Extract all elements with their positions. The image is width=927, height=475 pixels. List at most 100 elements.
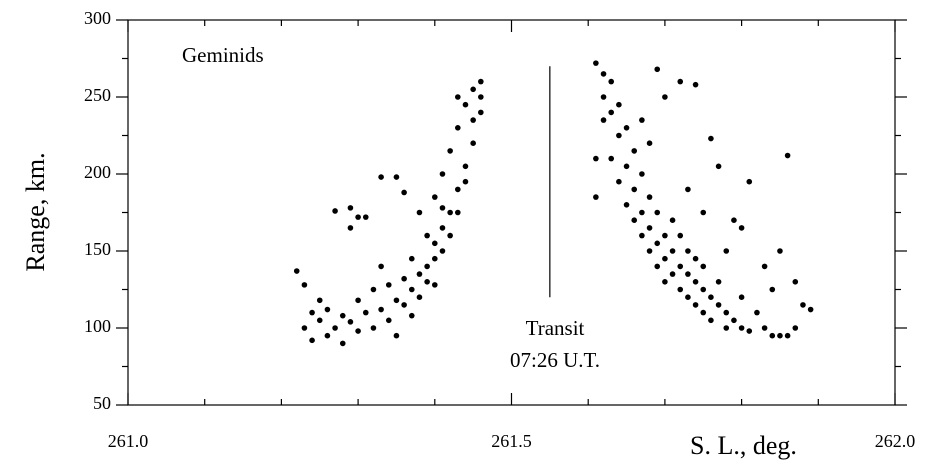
point [677, 263, 684, 270]
point [631, 217, 638, 223]
y-tick-label: 100 [84, 316, 111, 336]
point [677, 78, 684, 85]
point [646, 140, 653, 146]
point [439, 225, 446, 231]
point [362, 309, 369, 316]
point [478, 109, 484, 116]
point [309, 309, 315, 316]
point [692, 279, 699, 285]
point [715, 163, 722, 170]
point [685, 271, 691, 277]
point [478, 78, 484, 85]
point [746, 178, 753, 185]
point [324, 332, 331, 339]
point [301, 325, 308, 331]
point [385, 317, 392, 324]
point [731, 317, 737, 324]
annotation: Transit [526, 316, 585, 340]
point [769, 286, 776, 293]
point [646, 248, 653, 254]
point [646, 225, 653, 231]
series-label: Geminids [182, 43, 264, 67]
point [600, 117, 607, 123]
point [439, 205, 446, 211]
point [692, 81, 699, 88]
point [662, 232, 668, 239]
point [792, 279, 799, 285]
point [639, 232, 645, 239]
point [347, 225, 354, 231]
point [301, 282, 308, 288]
point [738, 225, 745, 231]
point [593, 60, 599, 66]
point [715, 279, 722, 285]
point [669, 217, 676, 223]
point [639, 171, 645, 177]
point [708, 317, 714, 324]
point [677, 232, 684, 239]
point [393, 174, 400, 180]
point [370, 286, 377, 293]
point [608, 78, 615, 85]
point [662, 279, 668, 285]
point [600, 94, 607, 100]
point [677, 286, 684, 293]
point [332, 325, 338, 331]
point [439, 248, 446, 254]
point [424, 263, 430, 270]
point [715, 302, 722, 308]
point [432, 282, 438, 288]
point [600, 71, 607, 77]
point [593, 155, 599, 162]
point [623, 163, 630, 170]
point [784, 332, 791, 339]
point [439, 171, 446, 177]
point [639, 117, 645, 123]
point [462, 163, 469, 170]
point [455, 125, 461, 131]
point [685, 294, 691, 301]
point [362, 214, 369, 220]
point [447, 209, 453, 216]
point [608, 155, 615, 162]
point [378, 263, 384, 270]
point [754, 309, 760, 316]
point [293, 268, 300, 274]
point [807, 306, 814, 313]
point [401, 189, 407, 196]
point [616, 132, 622, 139]
point [769, 332, 776, 339]
point [708, 294, 714, 301]
point [738, 325, 745, 331]
point [432, 240, 438, 247]
point [455, 94, 461, 100]
point [347, 205, 354, 211]
point [800, 302, 806, 308]
y-tick-label: 150 [84, 239, 111, 259]
point [631, 186, 638, 193]
point [424, 279, 430, 285]
point [738, 294, 745, 301]
point [746, 328, 753, 334]
point [470, 86, 476, 93]
point [692, 302, 699, 308]
point [316, 297, 323, 304]
point [723, 309, 730, 316]
point [700, 286, 707, 293]
point [378, 306, 384, 313]
point [355, 297, 361, 304]
point [654, 240, 661, 247]
point [378, 174, 384, 180]
point [339, 312, 346, 319]
point [669, 248, 676, 254]
point [401, 302, 407, 308]
point [432, 255, 438, 262]
point [424, 232, 430, 239]
point [339, 340, 346, 347]
point [777, 248, 783, 254]
point [416, 209, 423, 216]
point [432, 194, 438, 200]
point [347, 319, 354, 325]
